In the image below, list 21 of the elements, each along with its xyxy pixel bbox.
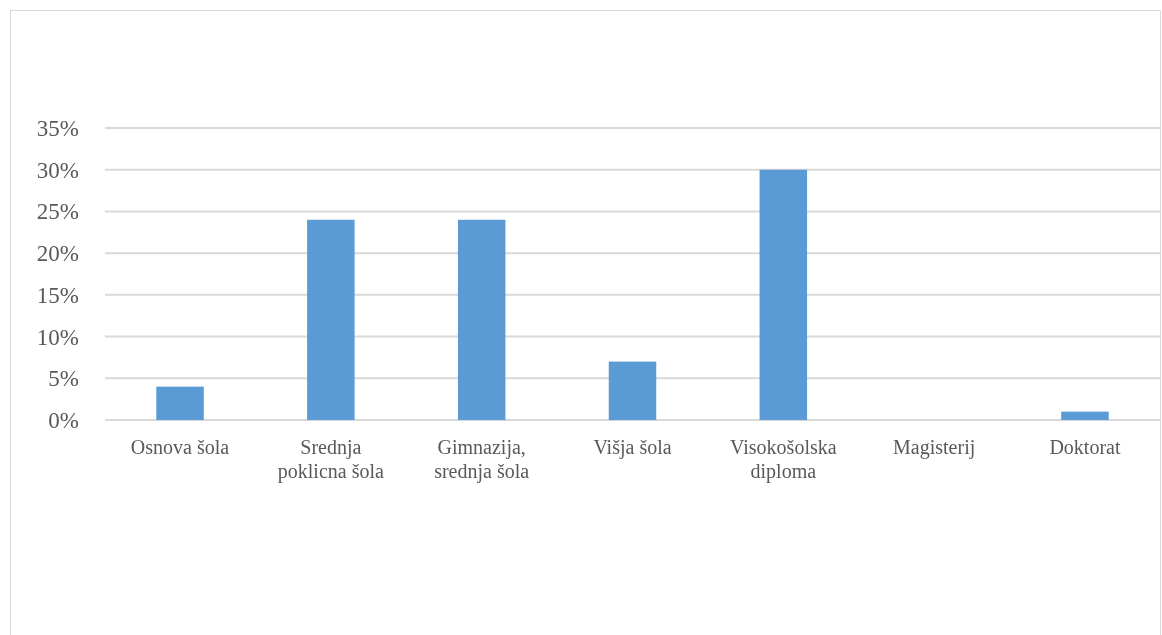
x-tick-label: Osnova šola — [130, 436, 230, 458]
y-tick-label: 30% — [36, 157, 79, 183]
y-tick-label: 35% — [36, 116, 79, 142]
y-tick-label: 20% — [36, 241, 79, 267]
y-tick-label: 15% — [36, 282, 79, 308]
bar — [457, 219, 506, 420]
x-tick-label: Doktorat — [1049, 436, 1121, 458]
bar — [608, 361, 657, 420]
y-tick-label: 0% — [48, 408, 79, 434]
bar — [156, 386, 204, 420]
bar — [759, 169, 808, 420]
x-tick-label: Gimnazija, srednja šola — [434, 436, 530, 483]
bar — [307, 219, 355, 420]
x-tick-label: Višja šola — [593, 436, 672, 459]
x-tick-label: Magisterij — [893, 436, 976, 459]
x-tick-label: Srednja poklicna šola — [277, 436, 385, 483]
y-tick-label: 5% — [48, 366, 79, 392]
y-tick-label: 25% — [36, 199, 79, 225]
x-tick-label: Visokošolska diploma — [730, 436, 837, 483]
y-tick-label: 10% — [36, 324, 79, 350]
bar — [1061, 411, 1109, 420]
